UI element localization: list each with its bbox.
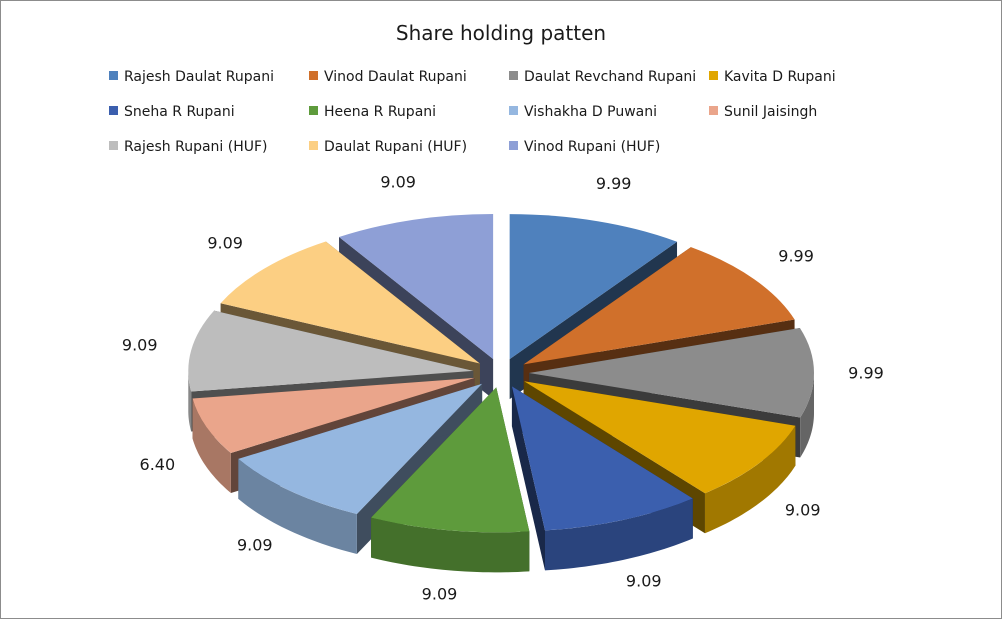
legend-item-kavita-d-rupani: Kavita D Rupani <box>709 68 836 86</box>
legend-item-daulat-rupani-huf: Daulat Rupani (HUF) <box>309 138 467 156</box>
data-label-sneha-r-rupani: 9.09 <box>626 572 662 591</box>
legend-swatch <box>109 106 118 115</box>
legend-label: Rajesh Rupani (HUF) <box>124 139 268 155</box>
pie-slice-heena-r-rupani <box>371 387 530 573</box>
legend-item-vinod-daulat-rupani: Vinod Daulat Rupani <box>309 68 467 86</box>
legend: Rajesh Daulat Rupani Vinod Daulat Rupani D… <box>1 1 1001 171</box>
legend-item-vinod-rupani-huf: Vinod Rupani (HUF) <box>509 138 660 156</box>
legend-label: Vishakha D Puwani <box>524 104 658 120</box>
data-label-rajesh-rupani-huf: 9.09 <box>122 336 158 355</box>
legend-swatch <box>509 106 518 115</box>
legend-item-rajesh-daulat-rupani: Rajesh Daulat Rupani <box>109 68 274 86</box>
data-label-kavita-d-rupani: 9.09 <box>785 500 821 519</box>
data-label-vinod-rupani-huf: 9.09 <box>380 173 416 192</box>
legend-swatch <box>709 106 718 115</box>
legend-label: Daulat Rupani (HUF) <box>324 139 468 155</box>
data-label-sunil-jaisingh: 6.40 <box>140 455 176 474</box>
legend-label: Heena R Rupani <box>324 104 437 120</box>
legend-label: Kavita D Rupani <box>724 69 836 85</box>
legend-label: Vinod Rupani (HUF) <box>524 139 661 155</box>
legend-label: Daulat Revchand Rupani <box>524 69 697 85</box>
legend-swatch <box>509 71 518 80</box>
legend-label: Vinod Daulat Rupani <box>324 69 467 85</box>
legend-swatch <box>309 106 318 115</box>
data-label-rajesh-daulat-rupani: 9.99 <box>596 174 632 193</box>
legend-swatch <box>109 71 118 80</box>
legend-item-heena-r-rupani: Heena R Rupani <box>309 103 436 121</box>
legend-swatch <box>309 71 318 80</box>
legend-item-sneha-r-rupani: Sneha R Rupani <box>109 103 235 121</box>
legend-label: Sunil Jaisingh <box>724 104 818 120</box>
legend-item-vishakha-d-puwani: Vishakha D Puwani <box>509 103 657 121</box>
data-label-heena-r-rupani: 9.09 <box>422 585 458 604</box>
data-label-vinod-daulat-rupani: 9.99 <box>778 247 814 266</box>
pie-slice-sneha-r-rupani <box>511 386 693 571</box>
chart-title: Share holding patten <box>395 21 607 45</box>
legend-item-rajesh-rupani-huf: Rajesh Rupani (HUF) <box>109 138 268 156</box>
data-label-vishakha-d-puwani: 9.09 <box>237 535 273 554</box>
legend-label: Rajesh Daulat Rupani <box>124 69 274 85</box>
legend-swatch <box>709 71 718 80</box>
legend-item-daulat-revchand-rupani: Daulat Revchand Rupani <box>509 68 696 86</box>
legend-item-sunil-jaisingh: Sunil Jaisingh <box>709 103 817 121</box>
legend-swatch <box>109 141 118 150</box>
data-label-daulat-rupani-huf: 9.09 <box>207 233 243 252</box>
legend-swatch <box>509 141 518 150</box>
data-label-daulat-revchand-rupani: 9.99 <box>848 364 884 383</box>
legend-swatch <box>309 141 318 150</box>
legend-label: Sneha R Rupani <box>124 104 235 120</box>
